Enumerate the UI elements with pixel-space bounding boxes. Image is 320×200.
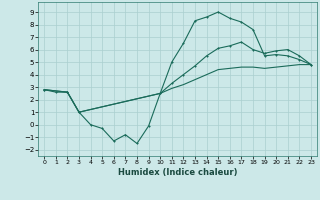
X-axis label: Humidex (Indice chaleur): Humidex (Indice chaleur) (118, 168, 237, 177)
